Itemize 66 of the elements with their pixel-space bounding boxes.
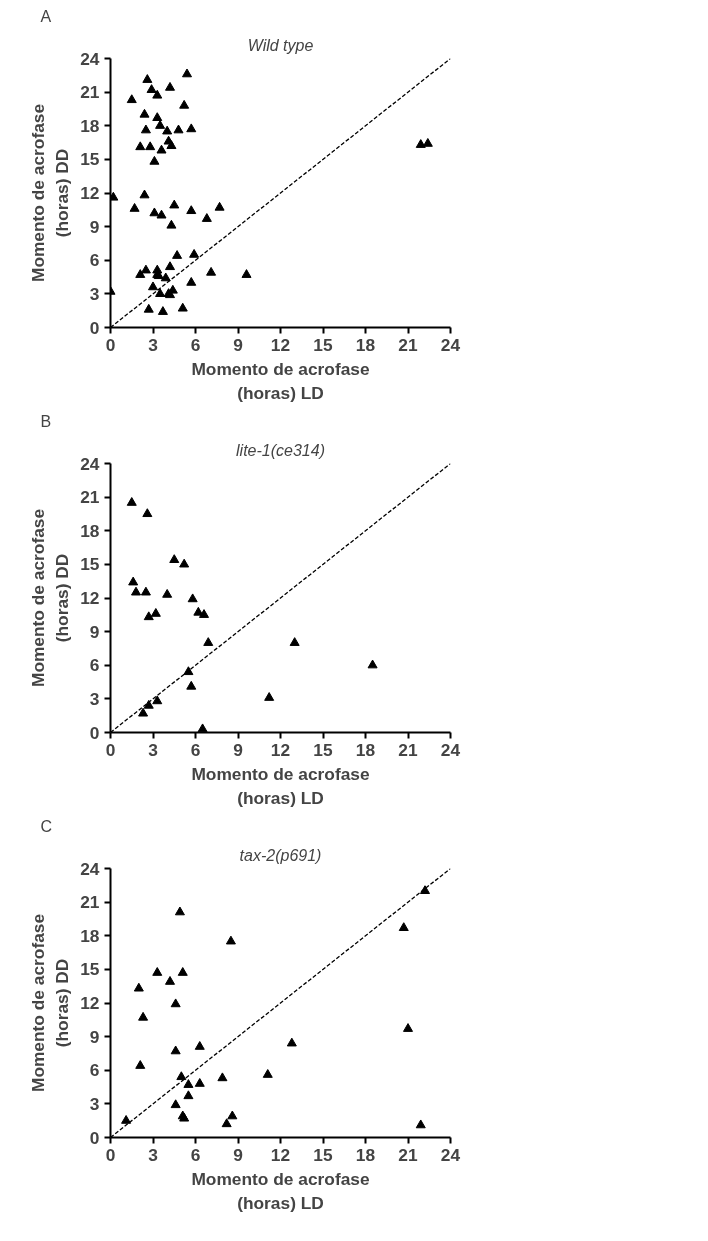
x-tick-label: 12 (270, 1144, 291, 1165)
y-tick-label: 6 (89, 655, 100, 676)
y-axis-title: Momento de acrofase (horas) DD (28, 508, 73, 688)
y-tick-label: 21 (80, 487, 100, 508)
x-tick-label: 21 (398, 1144, 418, 1165)
y-tick-label: 15 (80, 149, 100, 170)
y-tick-label: 0 (89, 317, 100, 338)
x-tick-label: 9 (233, 739, 243, 760)
x-tick-label: 24 (440, 739, 461, 760)
x-tick-label: 12 (270, 739, 291, 760)
y-tick-label: 3 (89, 688, 100, 709)
x-tick-label: 12 (270, 334, 291, 355)
y-tick-label: 24 (80, 858, 100, 879)
y-tick-label: 12 (80, 588, 100, 608)
x-tick-label: 0 (105, 1144, 116, 1165)
chart-title: A (40, 7, 52, 25)
y-tick-label: 12 (80, 993, 100, 1013)
x-tick-label: 0 (105, 334, 116, 355)
x-axis-title: Momento de acrofase (horas) LD (191, 1168, 370, 1213)
y-tick-label: 6 (89, 1060, 100, 1081)
y-tick-label: 15 (80, 959, 100, 980)
y-tick-label: 21 (80, 892, 100, 913)
text: tax-2(p691) (239, 846, 322, 864)
text: lite-1(ce314) (236, 441, 325, 459)
x-tick-label: 18 (355, 1144, 376, 1165)
y-tick-label: 21 (80, 82, 100, 103)
y-tick-label: 15 (80, 554, 100, 575)
y-tick-label: 3 (89, 283, 100, 304)
x-axis-title: Momento de acrofase (horas) LD (191, 763, 370, 808)
y-tick-label: 24 (80, 453, 100, 474)
x-tick-label: 3 (148, 1144, 159, 1165)
y-tick-label: 3 (89, 1093, 100, 1114)
x-tick-label: 6 (190, 334, 201, 355)
y-tick-label: 6 (89, 250, 100, 271)
x-tick-label: 3 (148, 334, 159, 355)
x-tick-label: 15 (313, 739, 333, 760)
x-tick-label: 3 (148, 739, 159, 760)
y-tick-label: 9 (89, 216, 100, 237)
y-tick-label: 0 (89, 722, 100, 743)
y-axis-title: Momento de acrofase (horas) DD (28, 913, 73, 1093)
x-tick-label: 6 (190, 1144, 201, 1165)
y-tick-label: 9 (89, 621, 100, 642)
x-tick-label: 21 (398, 739, 418, 760)
x-tick-label: 18 (355, 334, 376, 355)
x-axis-title: Momento de acrofase (horas) LD (191, 358, 370, 403)
x-tick-label: 9 (233, 1144, 243, 1165)
y-tick-label: 18 (80, 115, 100, 136)
text: Wild type (247, 36, 314, 54)
x-tick-label: 6 (190, 739, 201, 760)
y-tick-label: 9 (89, 1026, 100, 1047)
x-tick-label: 15 (313, 1144, 333, 1165)
y-tick-label: 18 (80, 520, 100, 541)
x-tick-label: 21 (398, 334, 418, 355)
x-tick-label: 24 (440, 1144, 461, 1165)
y-tick-label: 12 (80, 183, 100, 203)
x-tick-label: 18 (355, 739, 376, 760)
chart-title: B (40, 412, 52, 430)
x-tick-label: 9 (233, 334, 243, 355)
x-tick-label: 15 (313, 334, 333, 355)
chart-title: C (40, 817, 53, 835)
y-tick-label: 18 (80, 925, 100, 946)
x-tick-label: 24 (440, 334, 461, 355)
y-axis-title: Momento de acrofase (horas) DD (28, 103, 73, 283)
x-tick-label: 0 (105, 739, 116, 760)
y-tick-label: 0 (89, 1127, 100, 1148)
y-tick-label: 24 (80, 48, 100, 69)
